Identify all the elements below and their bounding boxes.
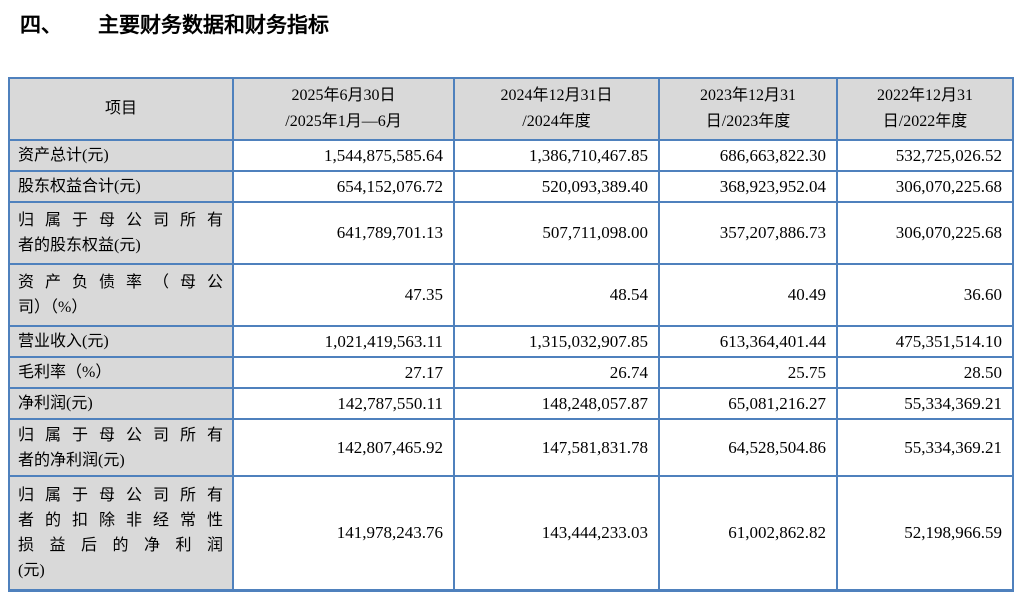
header-cell-period-2025: 2025年6月30日 /2025年1月—6月 [232, 77, 455, 141]
table-row-equity-parent: 归属于母公司所有 者的股东权益(元) 641,789,701.13 507,71… [8, 201, 1014, 265]
row-label-text: 损益后的净利润 [18, 536, 223, 554]
value-cell: 357,207,886.73 [658, 201, 838, 265]
value-cell: 25.75 [658, 356, 838, 389]
value-cell: 47.35 [232, 263, 455, 327]
value-cell: 28.50 [836, 356, 1014, 389]
value-cell: 613,364,401.44 [658, 325, 838, 358]
value-cell: 142,787,550.11 [232, 387, 455, 420]
value-cell: 1,315,032,907.85 [453, 325, 660, 358]
row-label: 归属于母公司所有 者的净利润(元) [8, 418, 234, 477]
row-label-text: 归属于母公司所有 [18, 486, 223, 504]
row-label-text: 者的净利润(元) [18, 451, 125, 469]
value-cell: 306,070,225.68 [836, 170, 1014, 203]
row-label: 资产负债率（母公 司）（%） [8, 263, 234, 327]
value-cell: 55,334,369.21 [836, 387, 1014, 420]
table-row-total-assets: 资产总计(元) 1,544,875,585.64 1,386,710,467.8… [8, 139, 1014, 172]
value-cell: 1,386,710,467.85 [453, 139, 660, 172]
value-cell: 1,544,875,585.64 [232, 139, 455, 172]
row-label: 营业收入(元) [8, 325, 234, 358]
value-cell: 52,198,966.59 [836, 475, 1014, 591]
row-label-text: 归属于母公司所有 [18, 212, 223, 229]
value-cell: 55,334,369.21 [836, 418, 1014, 477]
value-cell: 507,711,098.00 [453, 201, 660, 265]
value-cell: 1,021,419,563.11 [232, 325, 455, 358]
row-label-text: 司）（%） [18, 299, 88, 316]
table-row-gross-margin: 毛利率（%） 27.17 26.74 25.75 28.50 [8, 356, 1014, 389]
row-label-text: 股东权益合计(元) [18, 178, 141, 195]
value-cell: 36.60 [836, 263, 1014, 327]
value-cell: 48.54 [453, 263, 660, 327]
row-label: 净利润(元) [8, 387, 234, 420]
value-cell: 148,248,057.87 [453, 387, 660, 420]
value-cell: 61,002,862.82 [658, 475, 838, 591]
table-row-revenue: 营业收入(元) 1,021,419,563.11 1,315,032,907.8… [8, 325, 1014, 358]
row-label: 毛利率（%） [8, 356, 234, 389]
value-cell: 654,152,076.72 [232, 170, 455, 203]
value-cell: 27.17 [232, 356, 455, 389]
section-number: 四、 [20, 13, 62, 37]
value-cell: 532,725,026.52 [836, 139, 1014, 172]
table-row-net-profit: 净利润(元) 142,787,550.11 148,248,057.87 65,… [8, 387, 1014, 420]
value-cell: 142,807,465.92 [232, 418, 455, 477]
header-cell-period-2022: 2022年12月31 日/2022年度 [836, 77, 1014, 141]
table-row-net-profit-parent: 归属于母公司所有 者的净利润(元) 142,807,465.92 147,581… [8, 418, 1014, 477]
value-cell: 147,581,831.78 [453, 418, 660, 477]
table-header-row: 项目 2025年6月30日 /2025年1月—6月 2024年12月31日 /2… [8, 77, 1014, 141]
value-cell: 65,081,216.27 [658, 387, 838, 420]
row-label-text: (元) [18, 561, 45, 579]
value-cell: 368,923,952.04 [658, 170, 838, 203]
value-cell: 141,978,243.76 [232, 475, 455, 591]
row-label-text: 资产总计(元) [18, 147, 109, 164]
row-label-text: 资产负债率（母公 [18, 274, 223, 291]
row-label: 归属于母公司所有 者的扣除非经常性 损益后的净利润 (元) [8, 475, 234, 591]
table-row-total-equity: 股东权益合计(元) 654,152,076.72 520,093,389.40 … [8, 170, 1014, 203]
table-row-net-profit-deducting-nonrecurring: 归属于母公司所有 者的扣除非经常性 损益后的净利润 (元) 141,978,24… [8, 475, 1014, 591]
value-cell: 686,663,822.30 [658, 139, 838, 172]
value-cell: 520,093,389.40 [453, 170, 660, 203]
section-title: 主要财务数据和财务指标 [98, 13, 329, 37]
value-cell: 26.74 [453, 356, 660, 389]
row-label-text: 净利润(元) [18, 395, 93, 412]
financial-indicators-table: 项目 2025年6月30日 /2025年1月—6月 2024年12月31日 /2… [8, 77, 1014, 592]
row-label-text: 者的扣除非经常性 [18, 511, 223, 529]
row-label-text: 归属于母公司所有 [18, 426, 223, 444]
value-cell: 40.49 [658, 263, 838, 327]
value-cell: 64,528,504.86 [658, 418, 838, 477]
row-label: 归属于母公司所有 者的股东权益(元) [8, 201, 234, 265]
row-label-text: 营业收入(元) [18, 333, 109, 350]
header-cell-period-2023: 2023年12月31 日/2023年度 [658, 77, 838, 141]
value-cell: 143,444,233.03 [453, 475, 660, 591]
value-cell: 306,070,225.68 [836, 201, 1014, 265]
section-heading: 四、 主要财务数据和财务指标 [20, 12, 1020, 38]
document-page: 四、 主要财务数据和财务指标 项目 2025年6月30日 /2025年1月—6月 … [0, 12, 1020, 592]
row-label: 资产总计(元) [8, 139, 234, 172]
table-row-debt-ratio: 资产负债率（母公 司）（%） 47.35 48.54 40.49 36.60 [8, 263, 1014, 327]
row-label: 股东权益合计(元) [8, 170, 234, 203]
header-cell-item: 项目 [8, 77, 234, 141]
value-cell: 475,351,514.10 [836, 325, 1014, 358]
value-cell: 641,789,701.13 [232, 201, 455, 265]
row-label-text: 毛利率（%） [18, 364, 112, 381]
header-cell-period-2024: 2024年12月31日 /2024年度 [453, 77, 660, 141]
row-label-text: 者的股东权益(元) [18, 237, 141, 254]
